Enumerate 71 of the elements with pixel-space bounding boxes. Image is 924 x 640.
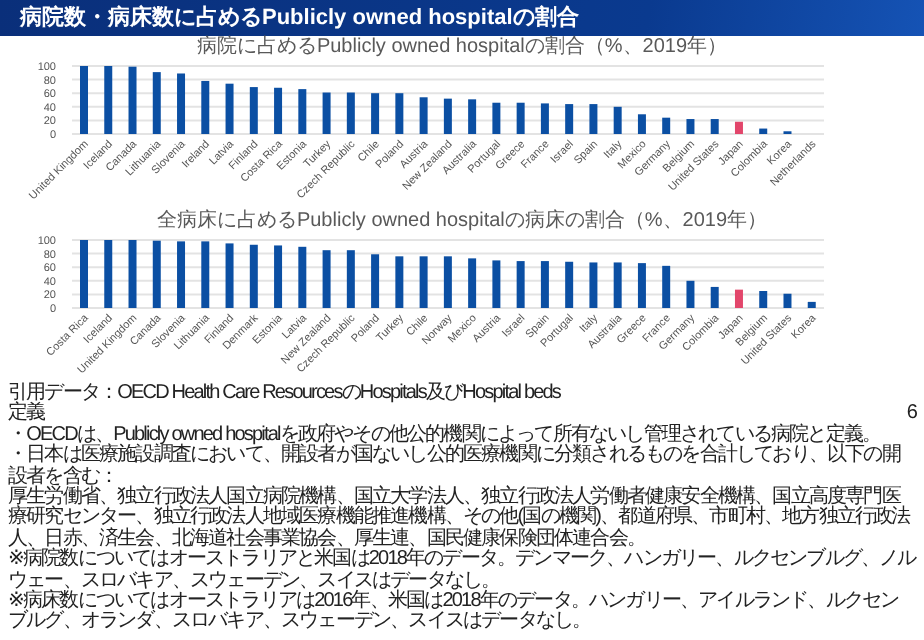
text: 定義 — [8, 402, 45, 425]
bar — [468, 258, 477, 308]
bar — [613, 262, 622, 308]
bar — [104, 240, 113, 308]
bar — [152, 72, 161, 134]
bar — [177, 241, 186, 308]
bar — [589, 104, 598, 134]
text: 6 — [906, 402, 916, 426]
bar — [395, 256, 404, 308]
bar — [80, 240, 88, 308]
bar — [274, 245, 283, 308]
bar — [419, 97, 428, 134]
bar — [734, 121, 743, 134]
bar — [395, 93, 404, 134]
bar — [540, 103, 549, 134]
text: 厚生労働省、独立行政法人国立病院機構、国立大学法人、独立行政法人労働者健康安全機構、国立高度専門医療研究センター、独立行政法人地域医療機能推進機構、その他(国の機関)、都道府県、市町村、地方独立行政法人、日赤、済生会、北海道社会事業協会、厚生連、国民健康保険団体連合会。 — [8, 486, 913, 550]
bar — [443, 98, 452, 134]
bar — [759, 291, 768, 308]
bar — [613, 106, 622, 134]
bar — [80, 66, 88, 134]
bar — [807, 301, 816, 308]
bar — [128, 240, 137, 308]
bar — [346, 92, 355, 134]
bar — [225, 83, 234, 134]
bar — [225, 243, 234, 308]
bar — [249, 87, 258, 134]
bar — [637, 263, 646, 308]
bar — [783, 293, 792, 308]
bar — [419, 256, 428, 308]
bar — [686, 280, 695, 308]
bar — [443, 256, 452, 308]
bar — [322, 92, 331, 134]
bar — [662, 265, 671, 308]
bar — [322, 250, 331, 308]
bar — [516, 102, 525, 134]
chart-title: 病院に占めるPublicly owned hospitalの割合（%、2019年） — [194, 36, 730, 60]
bar — [540, 261, 549, 308]
bar — [371, 93, 380, 134]
bar — [346, 250, 355, 308]
text: ・OECDは、Publicly owned hospitalを政府やその他公的機関によって所有ないし管理されている病院と定義。 — [8, 423, 881, 446]
bar — [468, 99, 477, 134]
bar — [274, 87, 283, 134]
bar — [589, 262, 598, 308]
bar — [759, 128, 768, 134]
bar — [298, 246, 307, 308]
bar — [734, 289, 743, 308]
bar — [637, 114, 646, 134]
bar — [565, 104, 574, 134]
bar — [298, 89, 307, 134]
bar — [249, 244, 258, 308]
text: 引用データ：OECD Health Care ResourcesのHospitals及びHospital beds — [8, 382, 563, 404]
bar — [201, 80, 210, 134]
bar — [710, 119, 719, 134]
text: ・日本は医療施設調査において、開設者が国ないし公的医療機関に分類されるものを合計しており、以下の開設者を含む： — [8, 444, 903, 488]
text: ※病院数についてはオーストラリアと米国は2018年のデータ。デンマーク、ハンガリー、ルクセンブルグ、ノルウェー、スロバキア、スウェーデン、スイスはデータなし。 — [8, 548, 916, 592]
bar — [128, 66, 137, 134]
bar — [516, 261, 525, 308]
bar — [371, 254, 380, 308]
text: 病院数・病床数に占めるPublicly owned hospitalの割合 — [0, 0, 924, 36]
text: ※病床数についてはオーストラリアは2016年、米国は2018年のデータ。ハンガリー、アイルランド、ルクセンブルグ、オランダ、スロバキア、スウェーデン、スイスはデータなし。 — [8, 590, 901, 634]
bar — [662, 117, 671, 134]
bar — [104, 66, 113, 134]
bar — [565, 261, 574, 308]
chart-title: 全病床に占めるPublicly owned hospitalの病床の割合（%、2019年） — [154, 210, 770, 234]
bar — [152, 240, 161, 308]
bar — [177, 73, 186, 134]
bar — [492, 102, 501, 134]
bar — [686, 119, 695, 134]
bar — [710, 286, 719, 308]
bar — [201, 241, 210, 308]
bar — [492, 260, 501, 308]
